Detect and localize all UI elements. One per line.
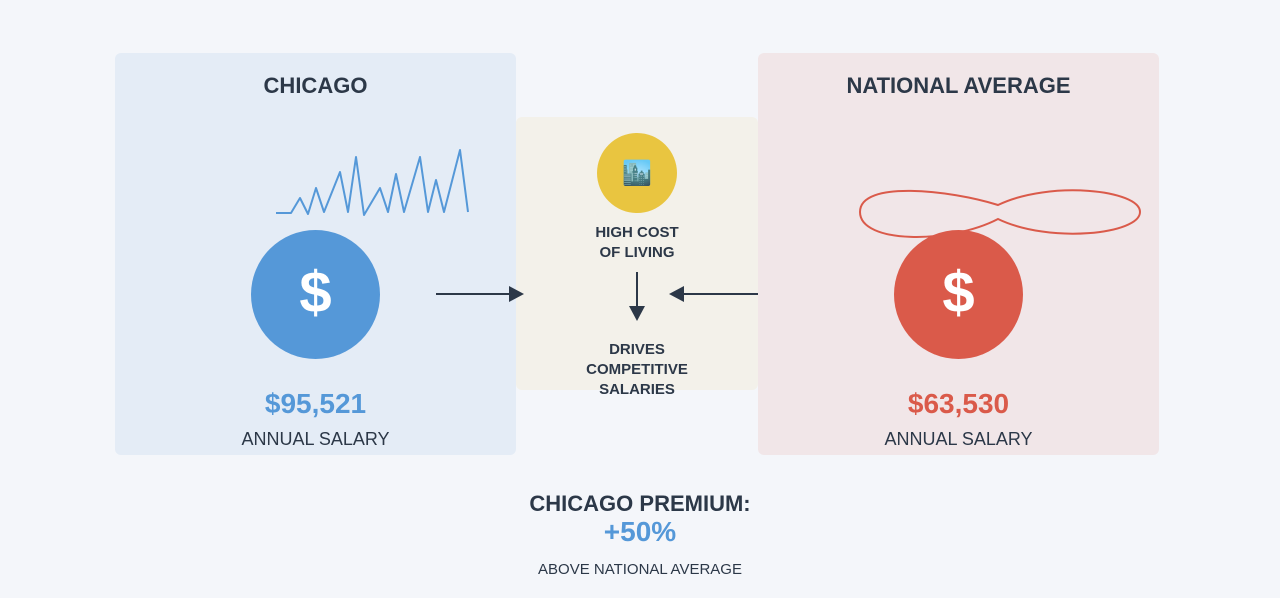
national-wave-decoration bbox=[858, 189, 1142, 238]
national-average-title: NATIONAL AVERAGE bbox=[846, 73, 1071, 98]
cause-label: HIGH COST OF LIVING bbox=[595, 224, 679, 261]
arrow-left-to-center bbox=[436, 286, 524, 302]
premium-title: CHICAGO PREMIUM: bbox=[529, 491, 751, 516]
city-skyline-icon: 🏙️ bbox=[597, 133, 677, 213]
chicago-title: CHICAGO bbox=[263, 73, 368, 98]
city-skyline-glyph: 🏙️ bbox=[622, 159, 652, 187]
premium-value: +50% bbox=[603, 516, 677, 547]
chicago-dollar-icon: $ bbox=[251, 230, 380, 359]
chicago-dollar-symbol: $ bbox=[299, 259, 332, 325]
premium-caption: ABOVE NATIONAL AVERAGE bbox=[538, 561, 742, 578]
national-salary-amount: $63,530 bbox=[907, 388, 1010, 419]
national-salary-caption: ANNUAL SALARY bbox=[884, 429, 1033, 449]
arrow-down-cause-to-effect bbox=[629, 272, 645, 321]
effect-label: DRIVES COMPETITIVE SALARIES bbox=[586, 341, 688, 398]
chicago-salary-amount: $95,521 bbox=[264, 388, 367, 419]
national-dollar-icon: $ bbox=[894, 230, 1023, 359]
chicago-sparkline-decoration bbox=[276, 149, 469, 216]
national-dollar-symbol: $ bbox=[942, 259, 975, 325]
chicago-salary-caption: ANNUAL SALARY bbox=[241, 429, 390, 449]
arrow-right-to-center bbox=[669, 286, 758, 302]
